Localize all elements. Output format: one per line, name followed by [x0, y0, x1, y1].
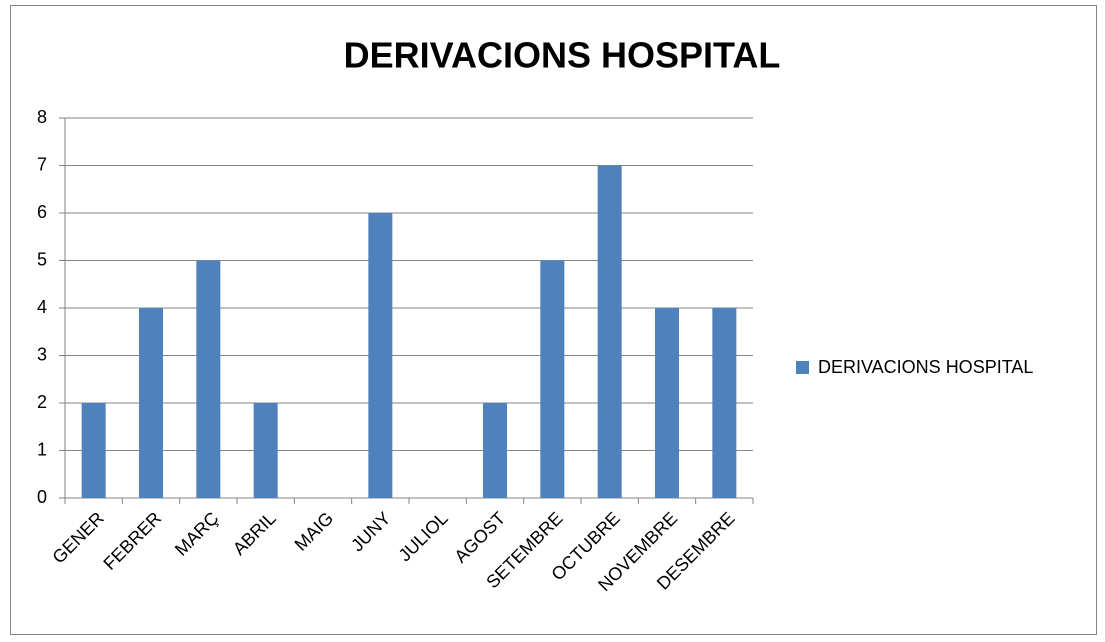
bar: [81, 403, 106, 498]
y-tick-label: 0: [37, 487, 47, 507]
legend-swatch: [796, 361, 809, 374]
y-tick-label: 1: [37, 439, 47, 459]
bar: [712, 308, 737, 498]
bar: [597, 165, 622, 498]
bar: [253, 403, 278, 498]
legend-label: DERIVACIONS HOSPITAL: [818, 357, 1033, 377]
y-tick-label: 3: [37, 344, 47, 364]
bar: [368, 213, 393, 498]
bar: [655, 308, 679, 498]
bar: [196, 260, 221, 498]
bar: [483, 403, 507, 498]
y-tick-label: 8: [37, 107, 47, 127]
bar: [139, 308, 163, 498]
y-tick-label: 4: [37, 297, 47, 317]
y-tick-label: 5: [37, 249, 47, 269]
y-tick-label: 6: [37, 202, 47, 222]
chart-title: DERIVACIONS HOSPITAL: [344, 35, 781, 76]
y-tick-label: 2: [37, 392, 47, 412]
y-tick-label: 7: [37, 154, 47, 174]
bar: [540, 260, 565, 498]
